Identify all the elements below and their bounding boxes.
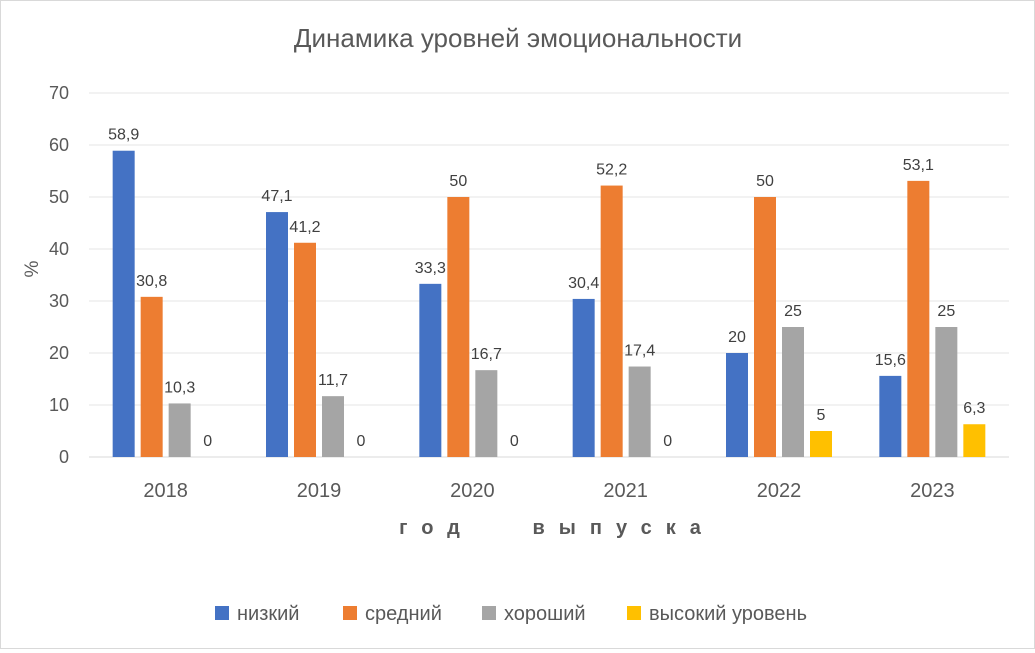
- gridlines: [89, 92, 1009, 458]
- y-tick-70: 70: [49, 83, 69, 103]
- data-label-2021-4: 0: [663, 433, 672, 450]
- x-tick-2021: 2021: [603, 480, 648, 502]
- bar-2023-1: [879, 375, 902, 457]
- data-label-2019-2: 41,2: [289, 219, 320, 236]
- bar-2020-1: [419, 283, 442, 457]
- bar-2022-2: [754, 197, 776, 457]
- x-tick-2022: 2022: [757, 480, 802, 502]
- y-tick-50: 50: [49, 187, 69, 207]
- y-tick-20: 20: [49, 343, 69, 363]
- legend-swatch-2: [343, 606, 357, 620]
- y-tick-30: 30: [49, 291, 69, 311]
- data-label-2018-4: 0: [203, 433, 212, 450]
- bar-2023-2: [907, 180, 930, 457]
- x-tick-2019: 2019: [297, 480, 342, 502]
- data-label-2021-1: 30,4: [568, 275, 599, 292]
- bar-2018-1: [112, 150, 135, 457]
- x-axis-label: год выпуска: [399, 517, 715, 539]
- data-label-2018-3: 10,3: [164, 379, 195, 396]
- data-labels: 58,930,810,3047,141,211,7033,35016,7030,…: [108, 127, 985, 450]
- data-label-2022-4: 5: [817, 407, 826, 424]
- bar-2020-2: [447, 197, 470, 457]
- bar-2021-2: [600, 185, 623, 457]
- bar-2021-1: [572, 298, 595, 457]
- bar-2022-4: [810, 431, 832, 457]
- y-axis-label: %: [22, 260, 43, 277]
- data-label-2020-1: 33,3: [415, 260, 446, 277]
- data-label-2022-1: 20: [728, 329, 746, 346]
- y-tick-40: 40: [49, 239, 69, 259]
- legend-swatch-3: [482, 606, 496, 620]
- x-tick-2018: 2018: [143, 480, 188, 502]
- bar-2023-4: [963, 424, 986, 457]
- y-tick-0: 0: [59, 447, 69, 467]
- legend-label-4: высокий уровень: [649, 603, 807, 625]
- x-axis-categories: 2018 2019 2020 2021 2022 2023: [143, 480, 954, 502]
- legend-swatch-1: [215, 606, 229, 620]
- bar-2019-3: [322, 396, 344, 457]
- data-label-2020-4: 0: [510, 433, 519, 450]
- bar-2021-3: [628, 366, 651, 457]
- data-label-2018-2: 30,8: [136, 273, 167, 290]
- y-tick-60: 60: [49, 135, 69, 155]
- legend-swatch-4: [627, 606, 641, 620]
- data-label-2021-3: 17,4: [624, 343, 655, 360]
- data-label-2019-4: 0: [357, 433, 366, 450]
- bar-2020-3: [475, 370, 498, 457]
- bar-2018-3: [168, 403, 191, 457]
- data-label-2023-1: 15,6: [875, 352, 906, 369]
- legend-label-2: средний: [365, 603, 442, 625]
- bars: [112, 150, 986, 457]
- y-axis-ticks: 0 10 20 30 40 50 60 70: [49, 83, 69, 467]
- x-tick-2020: 2020: [450, 480, 495, 502]
- data-label-2019-3: 11,7: [318, 372, 348, 389]
- bar-2018-2: [140, 296, 163, 457]
- chart-title: Динамика уровней эмоциональности: [294, 23, 742, 53]
- data-label-2022-3: 25: [784, 303, 802, 320]
- legend: низкий средний хороший высокий уровень: [215, 603, 807, 625]
- legend-label-3: хороший: [504, 603, 586, 625]
- bar-2023-3: [935, 327, 958, 457]
- y-tick-10: 10: [49, 395, 69, 415]
- data-label-2023-4: 6,3: [963, 400, 985, 417]
- data-label-2023-2: 53,1: [903, 157, 934, 174]
- data-label-2023-3: 25: [937, 303, 955, 320]
- legend-label-1: низкий: [237, 603, 299, 625]
- bar-2019-1: [266, 212, 288, 457]
- bar-2022-3: [782, 327, 804, 457]
- data-label-2019-1: 47,1: [261, 188, 292, 205]
- data-label-2022-2: 50: [756, 173, 774, 190]
- data-label-2018-1: 58,9: [108, 127, 139, 144]
- data-label-2020-2: 50: [449, 173, 467, 190]
- x-tick-2023: 2023: [910, 480, 955, 502]
- data-label-2020-3: 16,7: [471, 346, 502, 363]
- data-label-2021-2: 52,2: [596, 162, 627, 179]
- bar-2022-1: [726, 353, 748, 457]
- bar-2019-2: [294, 242, 316, 457]
